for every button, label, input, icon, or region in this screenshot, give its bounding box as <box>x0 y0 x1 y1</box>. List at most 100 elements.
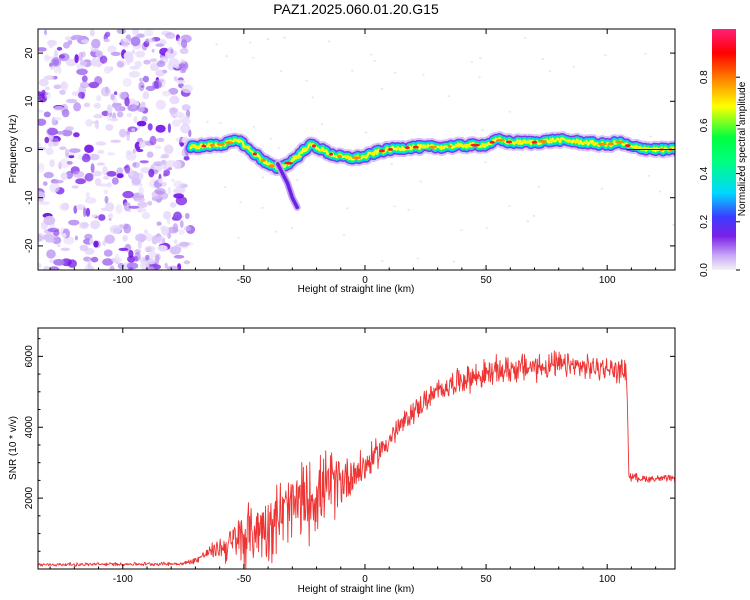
noise-blob <box>124 96 130 107</box>
noise-blob <box>47 227 60 233</box>
noise-blob <box>131 128 136 132</box>
snr-frame <box>37 327 676 570</box>
noise-blob <box>87 258 91 268</box>
noise-speck <box>526 220 529 223</box>
noise-blob <box>183 260 191 265</box>
ridge-peak <box>572 140 582 144</box>
noise-blob <box>110 139 122 143</box>
ridge-peak <box>420 145 428 149</box>
noise-blob <box>135 233 147 242</box>
colorbar: 0.0 0.2 0.4 0.6 0.8 Normalized spectral ampl… <box>699 29 748 277</box>
noise-blob <box>65 170 73 180</box>
noise-speck <box>393 205 396 208</box>
noise-speck <box>447 95 450 98</box>
noise-blob <box>108 213 113 219</box>
noise-blob <box>128 266 134 270</box>
noise-blob <box>115 204 123 214</box>
noise-blob <box>81 39 89 44</box>
y-tick-label: 6000 <box>24 345 35 368</box>
noise-blob <box>144 29 154 37</box>
ridge-peak <box>303 147 309 151</box>
noise-blob <box>49 159 55 168</box>
noise-blob <box>176 79 186 84</box>
noise-blob <box>71 185 80 189</box>
noise-blob <box>109 117 119 122</box>
noise-blob <box>107 45 117 54</box>
ridge-peak <box>615 140 624 144</box>
noise-speck <box>394 71 397 74</box>
noise-blob <box>68 154 75 159</box>
noise-blob <box>119 106 126 112</box>
noise-speck <box>672 224 675 226</box>
noise-speck <box>482 267 486 270</box>
x-tick-label: -50 <box>237 574 252 585</box>
noise-blob <box>83 207 87 218</box>
noise-blob <box>53 105 65 112</box>
noise-blob <box>149 135 157 146</box>
colorbar-tick-label: 0.2 <box>699 214 710 228</box>
noise-blob <box>158 178 163 184</box>
noise-speck <box>600 187 604 190</box>
noise-blob <box>100 86 111 97</box>
noise-blob <box>161 226 170 236</box>
noise-blob <box>179 48 189 55</box>
noise-speck <box>364 131 368 134</box>
ridge-peak <box>495 138 506 142</box>
ridge-peak <box>531 140 538 144</box>
noise-blob <box>102 258 114 266</box>
ridge-peak <box>396 147 402 150</box>
noise-blob <box>124 164 131 174</box>
noise-blob <box>53 259 65 266</box>
y-tick-label: 10 <box>24 95 35 107</box>
ridge-peak <box>387 147 393 151</box>
noise-blob <box>103 249 113 257</box>
noise-blob <box>139 160 149 164</box>
noise-blob <box>138 141 146 149</box>
noise-blob <box>93 102 101 109</box>
noise-blob <box>133 197 146 202</box>
noise-blob <box>98 214 106 221</box>
noise-blob <box>154 254 160 265</box>
noise-blob <box>47 39 57 47</box>
ridge-peak <box>597 142 608 146</box>
noise-blob <box>45 238 56 243</box>
noise-blob <box>113 91 118 96</box>
ridge-peak <box>319 148 326 152</box>
noise-blob <box>148 37 155 43</box>
noise-blob <box>168 58 180 68</box>
noise-blob <box>118 91 128 100</box>
noise-blob <box>59 146 67 150</box>
noise-blob <box>134 60 142 68</box>
ridge-peak <box>412 145 419 149</box>
noise-blob <box>136 120 147 127</box>
noise-blob <box>164 144 174 155</box>
noise-blob <box>134 255 139 262</box>
noise-blob <box>129 171 134 176</box>
noise-blob <box>166 265 179 270</box>
noise-blob <box>139 77 144 82</box>
noise-blob <box>156 60 166 68</box>
noise-blob <box>96 162 105 166</box>
noise-blob <box>48 266 60 270</box>
x-tick-label: 0 <box>362 574 368 585</box>
noise-blob <box>81 75 88 83</box>
noise-blob <box>145 266 155 270</box>
noise-blob <box>60 247 71 251</box>
noise-blob <box>114 253 120 262</box>
noise-speck <box>266 38 270 41</box>
noise-blob <box>169 202 177 208</box>
noise-blob <box>137 106 145 113</box>
ridge-peak <box>378 149 385 153</box>
noise-blob <box>84 247 95 255</box>
x-tick-label: -100 <box>113 574 133 585</box>
ridge-peak <box>565 139 572 143</box>
noise-blob <box>155 99 166 110</box>
noise-speck <box>274 230 278 233</box>
noise-blob <box>143 59 151 65</box>
noise-speck <box>658 190 662 193</box>
noise-blob <box>62 233 67 238</box>
noise-blob <box>56 46 63 51</box>
x-tick-label: 100 <box>599 574 616 585</box>
noise-speck <box>478 76 481 79</box>
noise-blob <box>163 211 172 220</box>
